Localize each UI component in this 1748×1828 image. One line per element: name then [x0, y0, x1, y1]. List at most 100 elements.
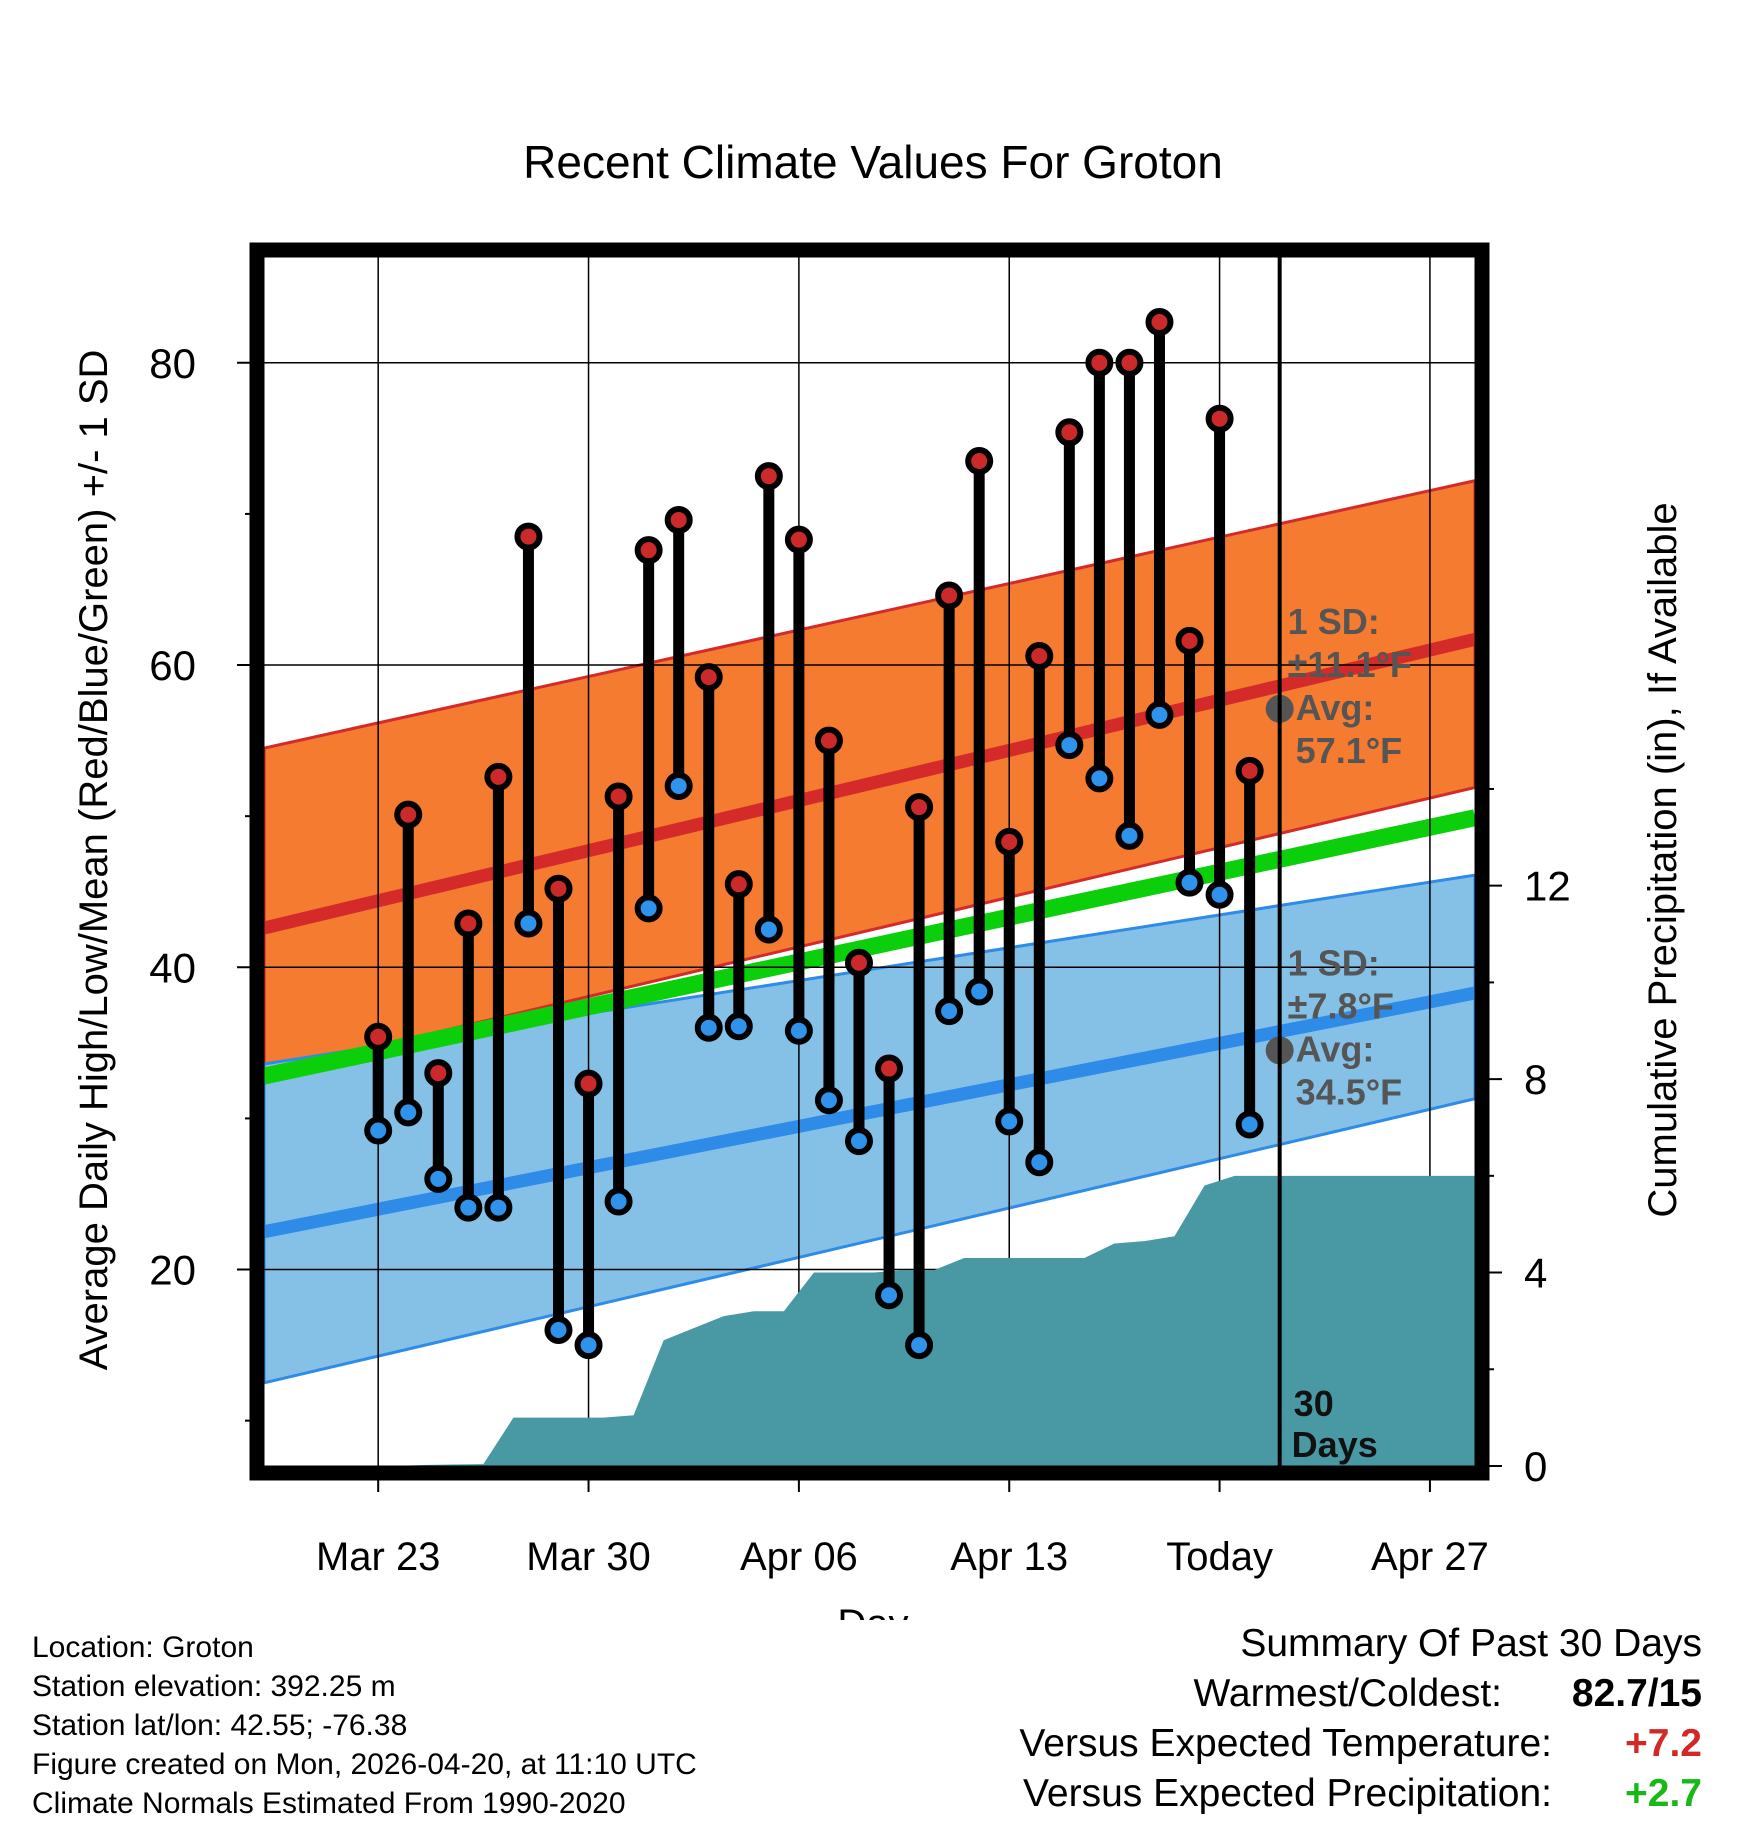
daily-low-point: [1025, 1148, 1054, 1177]
daily-high-point: [574, 1069, 603, 1098]
daily-range-bars: [364, 307, 1264, 1360]
daily-low-point: [514, 909, 543, 938]
daily-low-point: [754, 915, 783, 944]
high-normal-line: [264, 633, 1475, 935]
y2-axis-label: Cumulative Precipitation (in), If Availa…: [1641, 502, 1685, 1217]
y-tick-label: 80: [149, 340, 196, 387]
y-tick-label: 40: [149, 944, 196, 991]
warmest-value: 82.7/15: [1571, 1672, 1702, 1715]
daily-low-point: [604, 1187, 633, 1216]
days-count-label: 30: [1294, 1383, 1334, 1424]
high-sd-value: ±11.1°F: [1288, 644, 1412, 685]
daily-low-point: [784, 1016, 813, 1045]
x-tick-label: Apr 13: [950, 1535, 1068, 1579]
daily-high-point: [875, 1054, 904, 1083]
precip-label: Versus Expected Precipitation:: [1023, 1772, 1552, 1815]
x-tick-label: Apr 06: [740, 1535, 858, 1579]
daily-low-point: [1055, 731, 1084, 760]
high-sd-label: 1 SD:: [1288, 601, 1380, 642]
high-avg-value: 57.1°F: [1296, 730, 1402, 771]
summary-warmest-row: Warmest/Coldest: 82.7/15: [1019, 1672, 1702, 1722]
daily-low-point: [935, 997, 964, 1026]
chart-title: Recent Climate Values For Groton: [523, 136, 1223, 188]
daily-low-point: [1205, 880, 1234, 909]
daily-low-point: [995, 1107, 1024, 1136]
daily-high-point: [394, 800, 423, 829]
temp-label: Versus Expected Temperature:: [1019, 1722, 1552, 1765]
summary-precip-row: Versus Expected Precipitation: +2.7: [1019, 1772, 1702, 1822]
daily-high-point: [484, 762, 513, 791]
summary-title-text: Summary Of Past 30 Days: [1240, 1622, 1702, 1665]
daily-low-point: [574, 1331, 603, 1360]
daily-high-point: [1235, 756, 1264, 785]
daily-high-point: [724, 870, 753, 899]
axes: Mar 23 Mar 30 Apr 06 Apr 13 Today Apr 27 20 40 6…: [149, 257, 1571, 1579]
daily-high-point: [814, 726, 843, 755]
daily-high-point: [364, 1022, 393, 1051]
elevation-text: Station elevation: 392.25 m: [32, 1670, 396, 1703]
summary-panel: Summary Of Past 30 Days Warmest/Coldest:…: [1019, 1622, 1702, 1822]
normals-bands: [264, 479, 1475, 1385]
daily-low-point: [724, 1012, 753, 1041]
daily-low-point: [454, 1193, 483, 1222]
daily-high-point: [514, 522, 543, 551]
precip-value: +2.7: [1625, 1772, 1702, 1815]
summary-temp-row: Versus Expected Temperature: +7.2: [1019, 1722, 1702, 1772]
daily-high-point: [544, 874, 573, 903]
daily-high-point: [604, 782, 633, 811]
daily-low-point: [1145, 700, 1174, 729]
daily-high-point: [935, 581, 964, 610]
daily-high-point: [754, 462, 783, 491]
daily-high-point: [1055, 418, 1084, 447]
y2-tick-label: 0: [1524, 1443, 1547, 1490]
daily-high-point: [694, 663, 723, 692]
daily-low-point: [694, 1013, 723, 1042]
climate-chart: Recent Climate Values For Groton 1 SD:±1…: [72, 136, 1685, 1620]
y-tick-label: 20: [149, 1247, 196, 1294]
x-tick-label: Apr 27: [1371, 1535, 1489, 1579]
x-axis-label: Day: [837, 1602, 908, 1620]
daily-high-point: [424, 1059, 453, 1088]
days-word-label: Days: [1292, 1424, 1378, 1465]
summary-title: Summary Of Past 30 Days: [1019, 1622, 1702, 1672]
daily-low-point: [1085, 764, 1114, 793]
daily-low-point: [1115, 821, 1144, 850]
x-tick-label: Mar 23: [316, 1535, 441, 1579]
daily-low-point: [965, 977, 994, 1006]
high-avg-label: Avg:: [1296, 687, 1375, 728]
daily-high-point: [844, 948, 873, 977]
daily-low-point: [484, 1193, 513, 1222]
y2-tick-label: 8: [1524, 1056, 1547, 1103]
location-text: Location: Groton: [32, 1631, 254, 1664]
x-tick-label: Today: [1166, 1535, 1273, 1579]
warmest-label: Warmest/Coldest:: [1193, 1672, 1502, 1715]
daily-high-point: [1175, 626, 1204, 655]
low-sd-band: [264, 873, 1475, 1385]
y2-tick-label: 12: [1524, 863, 1571, 910]
latlon-text: Station lat/lon: 42.55; -76.38: [32, 1709, 408, 1742]
daily-high-point: [784, 525, 813, 554]
station-info: Location: Groton Station elevation: 392.…: [32, 1628, 697, 1823]
daily-high-point: [905, 793, 934, 822]
daily-low-point: [424, 1164, 453, 1193]
low-avg-label: Avg:: [1296, 1028, 1375, 1069]
daily-high-point: [965, 447, 994, 476]
daily-high-point: [995, 827, 1024, 856]
daily-low-point: [875, 1281, 904, 1310]
daily-low-point: [844, 1127, 873, 1156]
x-tick-label: Mar 30: [526, 1535, 651, 1579]
daily-low-point: [1235, 1110, 1264, 1139]
low-avg-value: 34.5°F: [1296, 1071, 1402, 1112]
created-text: Figure created on Mon, 2026-04-20, at 11…: [32, 1748, 697, 1781]
daily-high-point: [1025, 641, 1054, 670]
daily-low-point: [814, 1086, 843, 1115]
temp-value: +7.2: [1625, 1722, 1702, 1765]
daily-high-point: [1085, 348, 1114, 377]
daily-high-point: [1205, 404, 1234, 433]
daily-high-point: [1115, 348, 1144, 377]
daily-high-point: [454, 909, 483, 938]
daily-low-point: [364, 1116, 393, 1145]
plot-frame: [249, 242, 1490, 1481]
y-tick-label: 60: [149, 642, 196, 689]
